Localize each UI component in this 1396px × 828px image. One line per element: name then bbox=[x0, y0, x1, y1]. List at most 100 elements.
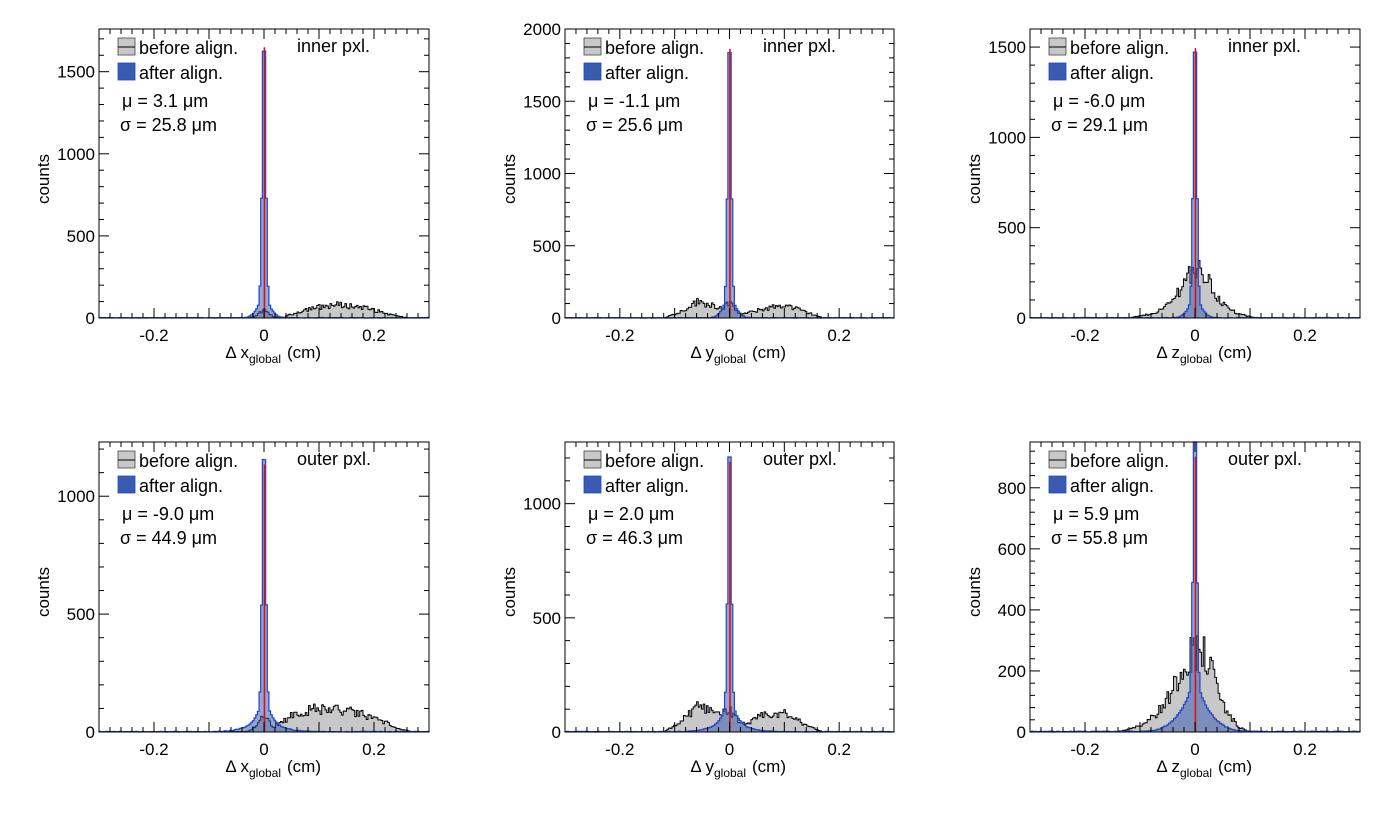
histogram-panel: -0.2 0 0.2 0 500 1000 counts Δ xglobal (cm) befor… bbox=[34, 441, 430, 780]
histogram-panel: -0.2 0 0.2 0 500 1000 1500 counts Δ zglobal (cm) b… bbox=[965, 28, 1361, 366]
x-axis-label-unit: (cm) bbox=[287, 343, 321, 362]
legend-label-before: before align. bbox=[139, 451, 238, 471]
y-tick-label: 1500 bbox=[988, 38, 1026, 57]
x-axis-label-main: Δ z bbox=[1156, 757, 1180, 776]
legend-label-after: after align. bbox=[139, 63, 223, 83]
y-tick-label: 500 bbox=[998, 219, 1026, 238]
x-axis-label-unit: (cm) bbox=[1218, 343, 1252, 362]
region-label: outer pxl. bbox=[1228, 449, 1302, 469]
y-tick-label: 1000 bbox=[523, 495, 561, 514]
histogram-panel: -0.2 0 0.2 0 200 400 600 800 counts Δ zglobal (cm)… bbox=[965, 441, 1361, 780]
mu-label: μ = 3.1 μm bbox=[122, 91, 208, 111]
y-axis-label: counts bbox=[34, 154, 53, 204]
y-tick-label: 500 bbox=[67, 605, 95, 624]
x-tick-label: 0.2 bbox=[827, 326, 851, 345]
x-tick-label: 0 bbox=[725, 740, 734, 759]
legend-swatch-after bbox=[1048, 62, 1067, 81]
legend-swatch-after bbox=[583, 475, 602, 494]
x-tick-label: -0.2 bbox=[139, 740, 168, 759]
x-axis-label: Δ xglobal (cm) bbox=[225, 343, 321, 366]
x-axis-label-sub: global bbox=[249, 352, 281, 366]
y-tick-label: 0 bbox=[552, 723, 561, 742]
y-tick-label: 1500 bbox=[57, 63, 95, 82]
region-label: outer pxl. bbox=[763, 449, 837, 469]
region-label: inner pxl. bbox=[1228, 36, 1301, 56]
legend-swatch-after bbox=[117, 62, 136, 81]
x-axis-label-sub: global bbox=[714, 352, 746, 366]
x-tick-label: 0.2 bbox=[1293, 740, 1317, 759]
x-tick-label: -0.2 bbox=[605, 740, 634, 759]
x-axis-label: Δ yglobal (cm) bbox=[690, 343, 786, 366]
legend-swatch-after bbox=[117, 475, 136, 494]
region-label: outer pxl. bbox=[297, 449, 371, 469]
sigma-label: σ = 44.9 μm bbox=[120, 528, 217, 548]
y-axis-label: counts bbox=[500, 154, 519, 204]
legend-label-after: after align. bbox=[605, 63, 689, 83]
x-axis-label: Δ zglobal (cm) bbox=[1156, 343, 1252, 366]
y-tick-label: 1000 bbox=[523, 165, 561, 184]
y-axis-label: counts bbox=[500, 567, 519, 617]
x-tick-label: 0 bbox=[259, 326, 268, 345]
x-axis-label-main: Δ y bbox=[690, 343, 714, 362]
x-axis-label-unit: (cm) bbox=[1218, 757, 1252, 776]
region-label: inner pxl. bbox=[763, 36, 836, 56]
x-axis-label-main: Δ y bbox=[690, 757, 714, 776]
y-tick-label: 500 bbox=[533, 609, 561, 628]
y-tick-label: 600 bbox=[998, 540, 1026, 559]
y-tick-label: 800 bbox=[998, 479, 1026, 498]
x-axis-label-unit: (cm) bbox=[752, 343, 786, 362]
x-tick-label: 0.2 bbox=[1293, 326, 1317, 345]
y-tick-label: 0 bbox=[1017, 309, 1026, 328]
x-axis-label-main: Δ z bbox=[1156, 343, 1180, 362]
legend-label-before: before align. bbox=[139, 38, 238, 58]
y-tick-label: 400 bbox=[998, 601, 1026, 620]
mu-label: μ = 2.0 μm bbox=[588, 504, 674, 524]
legend-label-before: before align. bbox=[605, 451, 704, 471]
x-tick-label: -0.2 bbox=[1070, 740, 1099, 759]
x-tick-label: 0 bbox=[1190, 326, 1199, 345]
y-axis-label: counts bbox=[965, 154, 984, 204]
y-tick-label: 0 bbox=[86, 723, 95, 742]
mu-label: μ = -1.1 μm bbox=[588, 91, 680, 111]
y-axis-label: counts bbox=[965, 567, 984, 617]
legend-swatch-after bbox=[583, 62, 602, 81]
mu-label: μ = -9.0 μm bbox=[122, 504, 214, 524]
legend-label-after: after align. bbox=[1070, 63, 1154, 83]
sigma-label: σ = 25.6 μm bbox=[586, 115, 683, 135]
y-tick-label: 1000 bbox=[57, 487, 95, 506]
y-tick-label: 200 bbox=[998, 662, 1026, 681]
y-axis-label: counts bbox=[34, 567, 53, 617]
x-axis-label-sub: global bbox=[714, 766, 746, 780]
legend-label-before: before align. bbox=[605, 38, 704, 58]
sigma-label: σ = 46.3 μm bbox=[586, 528, 683, 548]
x-tick-label: 0 bbox=[725, 326, 734, 345]
histogram-panel: -0.2 0 0.2 0 500 1000 counts Δ yglobal (cm) befor… bbox=[500, 441, 895, 780]
x-axis-label: Δ yglobal (cm) bbox=[690, 757, 786, 780]
x-axis-label-sub: global bbox=[1180, 352, 1212, 366]
legend-swatch-after bbox=[1048, 475, 1067, 494]
y-tick-label: 1000 bbox=[57, 145, 95, 164]
legend-label-after: after align. bbox=[139, 476, 223, 496]
sigma-label: σ = 29.1 μm bbox=[1051, 115, 1148, 135]
x-tick-label: -0.2 bbox=[605, 326, 634, 345]
y-tick-label: 2000 bbox=[523, 20, 561, 39]
legend-label-before: before align. bbox=[1070, 451, 1169, 471]
x-axis-label-unit: (cm) bbox=[287, 757, 321, 776]
y-tick-label: 500 bbox=[67, 227, 95, 246]
y-tick-label: 500 bbox=[533, 237, 561, 256]
mu-label: μ = -6.0 μm bbox=[1053, 91, 1145, 111]
x-tick-label: -0.2 bbox=[1070, 326, 1099, 345]
sigma-label: σ = 55.8 μm bbox=[1051, 528, 1148, 548]
y-tick-label: 0 bbox=[552, 309, 561, 328]
x-axis-label-sub: global bbox=[249, 766, 281, 780]
legend-label-before: before align. bbox=[1070, 38, 1169, 58]
y-tick-label: 1000 bbox=[988, 128, 1026, 147]
sigma-label: σ = 25.8 μm bbox=[120, 115, 217, 135]
x-tick-label: 0 bbox=[259, 740, 268, 759]
x-tick-label: 0.2 bbox=[362, 740, 386, 759]
x-axis-label-sub: global bbox=[1180, 766, 1212, 780]
x-axis-label: Δ xglobal (cm) bbox=[225, 757, 321, 780]
x-tick-label: 0 bbox=[1190, 740, 1199, 759]
x-axis-label: Δ zglobal (cm) bbox=[1156, 757, 1252, 780]
